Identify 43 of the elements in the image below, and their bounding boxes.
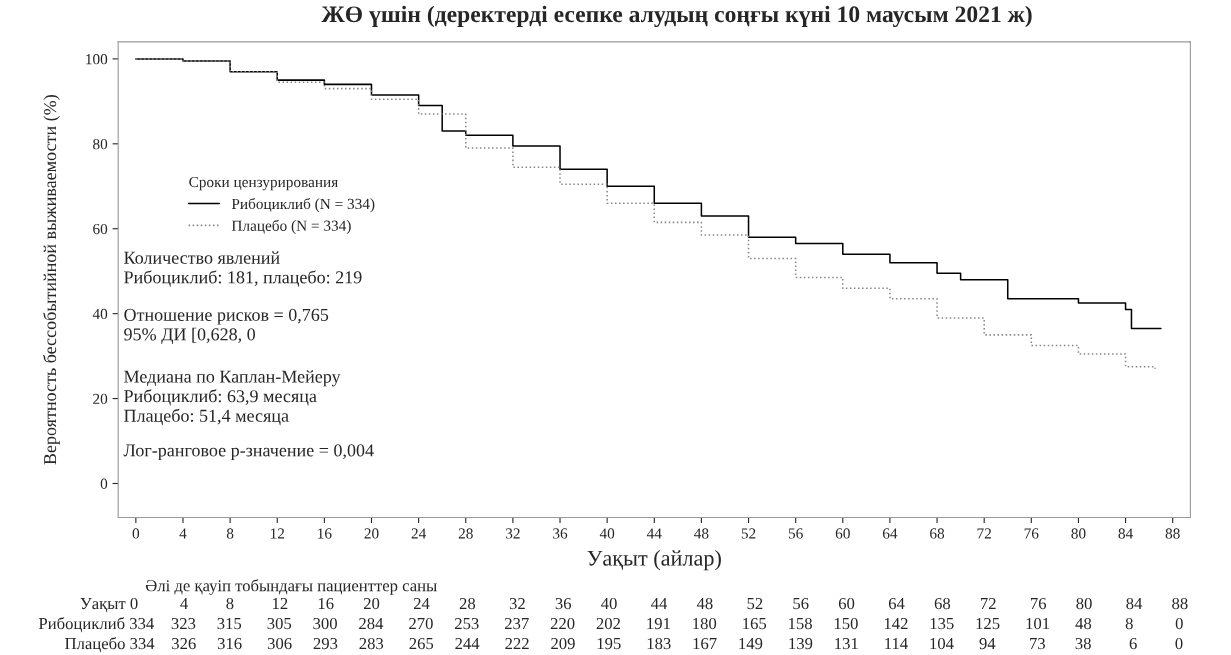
x-tick-label: 28 xyxy=(458,528,473,539)
text: Әлі де қауіп тобындағы пациенттер саны xyxy=(145,579,437,595)
y-tick-label: 80 xyxy=(93,138,108,150)
x-tick-label: 32 xyxy=(505,528,520,539)
x-tick-label: 60 xyxy=(835,528,850,539)
legend-label: Рибоциклиб (N = 334) xyxy=(231,197,375,213)
annotation: Медиана по Каплан-Мейеру Рибоциклиб: 63,9 месяца Плацебо: 51,4 месяца xyxy=(124,370,341,426)
x-tick-label: 88 xyxy=(1165,528,1180,539)
x-tick-label: 16 xyxy=(318,528,332,539)
x-tick-label: 64 xyxy=(882,528,898,539)
x-tick-label: 36 xyxy=(553,528,568,539)
x-tick-label: 56 xyxy=(788,528,803,539)
text: Плацебо 334 326 316 306 293 283 265 244 222 209 195 183 167 149 139 131 114 104 94 73 38 6 0 xyxy=(65,637,1183,653)
x-tick-label: 44 xyxy=(646,528,662,539)
text: Рибоциклиб 334 323 315 305 300 284 270 253 237 220 202 191 180 165 158 150 142 135 125 101 48 8 0 xyxy=(38,617,1183,633)
text: Уақыт 0 4 8 12 16 20 24 28 32 36 40 44 48 52 56 60 64 68 72 76 80 84 88 xyxy=(80,597,1188,613)
x-tick-label: 20 xyxy=(364,528,379,539)
x-tick-label: 76 xyxy=(1024,528,1039,539)
chart-title: ЖӨ үшін (деректерді есепке алудың соңғы күні 10 маусым 2021 ж) xyxy=(321,5,1032,28)
y-tick-label: 40 xyxy=(92,308,108,320)
annotation: Лог-ранговое р-значение = 0,004 xyxy=(123,444,374,461)
x-tick-label: 68 xyxy=(930,528,945,539)
x-tick-label: 12 xyxy=(270,528,285,539)
y-axis-title: Вероятность бессобытийной выживаемости (%) xyxy=(43,95,60,465)
x-tick-label: 24 xyxy=(411,528,427,539)
x-tick-label: 72 xyxy=(977,528,991,539)
x-tick-label: 4 xyxy=(179,528,187,539)
annotation: Отношение рисков = 0,765 95% ДИ [0,628, 0 xyxy=(124,308,329,345)
x-tick-label: 8 xyxy=(226,528,234,539)
legend-title: Сроки цензурирования xyxy=(189,176,338,191)
legend-label: Плацебо (N = 334) xyxy=(231,219,351,234)
y-tick-label: 20 xyxy=(93,393,108,405)
x-tick-label: 52 xyxy=(741,528,756,539)
x-tick-label: 80 xyxy=(1071,528,1086,539)
x-tick-label: 84 xyxy=(1118,528,1133,539)
x-tick-label: 0 xyxy=(132,528,140,539)
y-tick-label: 100 xyxy=(86,54,108,65)
annotation: Количество явлений Рибоциклиб: 181, плацебо: 219 xyxy=(124,251,362,287)
x-tick-label: 40 xyxy=(599,528,615,539)
x-axis-title: Уақыт (айлар) xyxy=(587,550,721,571)
x-tick-label: 48 xyxy=(694,528,709,539)
y-tick-label: 0 xyxy=(100,478,108,489)
y-tick-label: 60 xyxy=(93,223,108,235)
